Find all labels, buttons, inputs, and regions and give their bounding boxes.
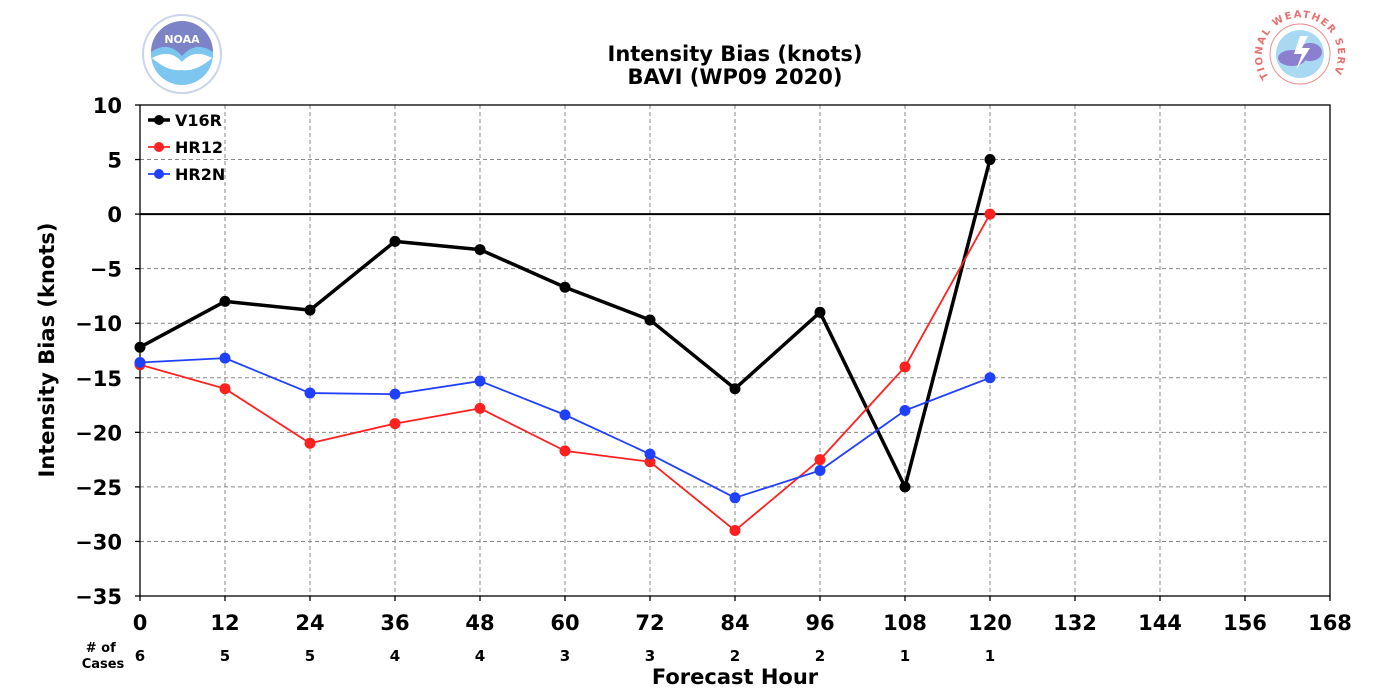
- y-tick-label: −5: [90, 258, 122, 282]
- y-tick-label: −15: [75, 367, 122, 391]
- data-point: [389, 388, 401, 400]
- data-point: [814, 306, 826, 318]
- y-tick-label: −30: [75, 530, 122, 554]
- data-point: [644, 456, 656, 468]
- data-point: [134, 341, 146, 353]
- y-tick-label: 10: [93, 94, 122, 118]
- x-tick-label: 108: [883, 611, 927, 635]
- x-tick-label: 60: [550, 611, 579, 635]
- data-point: [474, 244, 486, 256]
- y-tick-label: 5: [107, 149, 122, 173]
- data-point: [984, 154, 996, 166]
- cases-count: 3: [560, 647, 570, 665]
- x-tick-label: 144: [1138, 611, 1182, 635]
- data-point: [134, 357, 146, 369]
- chart-subtitle: BAVI (WP09 2020): [628, 65, 843, 89]
- y-axis-ticks: 10 5 0 −5 −10 −15 −20 −25 −30 −35: [75, 94, 140, 609]
- cases-count: 6: [135, 647, 145, 665]
- data-point: [474, 402, 486, 414]
- data-point: [814, 454, 826, 466]
- y-tick-label: −10: [75, 312, 122, 336]
- x-tick-label: 96: [805, 611, 834, 635]
- data-point: [389, 418, 401, 430]
- data-point: [219, 352, 231, 364]
- y-tick-label: 0: [107, 203, 122, 227]
- legend-swatch-marker: [154, 169, 164, 179]
- data-point: [729, 492, 741, 504]
- series-lines: [134, 154, 996, 537]
- data-point: [559, 281, 571, 293]
- data-point: [644, 448, 656, 460]
- x-axis-ticks: 0 12 24 36 48 60 72 84 96 108 120 132 144 156 168: [133, 596, 1352, 635]
- series-v16r: [134, 154, 996, 493]
- cases-label: # of Cases: [82, 641, 125, 672]
- x-tick-label: 168: [1308, 611, 1352, 635]
- cases-count: 4: [475, 647, 485, 665]
- x-tick-label: 12: [210, 611, 239, 635]
- y-axis-label: Intensity Bias (knots): [35, 223, 59, 478]
- chart-title: Intensity Bias (knots): [608, 42, 863, 66]
- grid-lines: [140, 105, 1330, 596]
- x-tick-label: 156: [1223, 611, 1267, 635]
- data-point: [899, 405, 911, 417]
- data-point: [984, 372, 996, 384]
- x-tick-label: 24: [295, 611, 324, 635]
- x-tick-label: 132: [1053, 611, 1097, 635]
- series-hr2n: [134, 352, 996, 504]
- data-point: [559, 409, 571, 421]
- cases-count: 2: [730, 647, 740, 665]
- data-point: [559, 445, 571, 457]
- data-point: [984, 208, 996, 220]
- cases-count: 2: [815, 647, 825, 665]
- data-point: [219, 383, 231, 395]
- cases-row: 6 5 5 4 4 3 3 2 2 1 1: [135, 647, 995, 665]
- cases-count: 1: [985, 647, 995, 665]
- legend-label: HR12: [175, 138, 223, 157]
- x-tick-label: 84: [720, 611, 749, 635]
- y-tick-label: −25: [75, 476, 122, 500]
- legend-swatch-marker: [154, 142, 164, 152]
- noaa-logo-label: NOAA: [164, 33, 200, 46]
- series-hr12: [134, 208, 996, 537]
- y-tick-label: −20: [75, 421, 122, 445]
- x-tick-label: 36: [380, 611, 409, 635]
- data-point: [899, 481, 911, 493]
- data-point: [389, 235, 401, 247]
- legend-swatch-marker: [154, 115, 164, 125]
- cases-count: 5: [220, 647, 230, 665]
- cases-count: 3: [645, 647, 655, 665]
- noaa-logo-icon: NOAA: [142, 14, 222, 94]
- cases-count: 4: [390, 647, 400, 665]
- legend-label: HR2N: [175, 165, 225, 184]
- x-tick-label: 48: [465, 611, 494, 635]
- data-point: [644, 314, 656, 326]
- data-point: [729, 383, 741, 395]
- cases-count: 1: [900, 647, 910, 665]
- x-tick-label: 0: [133, 611, 148, 635]
- y-tick-label: −35: [75, 585, 122, 609]
- x-tick-label: 72: [635, 611, 664, 635]
- data-point: [304, 437, 316, 449]
- data-point: [729, 525, 741, 537]
- x-tick-label: 120: [968, 611, 1012, 635]
- cases-count: 5: [305, 647, 315, 665]
- data-point: [219, 295, 231, 307]
- data-point: [814, 465, 826, 477]
- legend-label: V16R: [175, 111, 222, 130]
- data-point: [304, 387, 316, 399]
- data-point: [899, 361, 911, 373]
- data-point: [304, 304, 316, 316]
- x-axis-label: Forecast Hour: [652, 665, 819, 689]
- data-point: [474, 375, 486, 387]
- legend: V16R HR12 HR2N: [148, 111, 225, 184]
